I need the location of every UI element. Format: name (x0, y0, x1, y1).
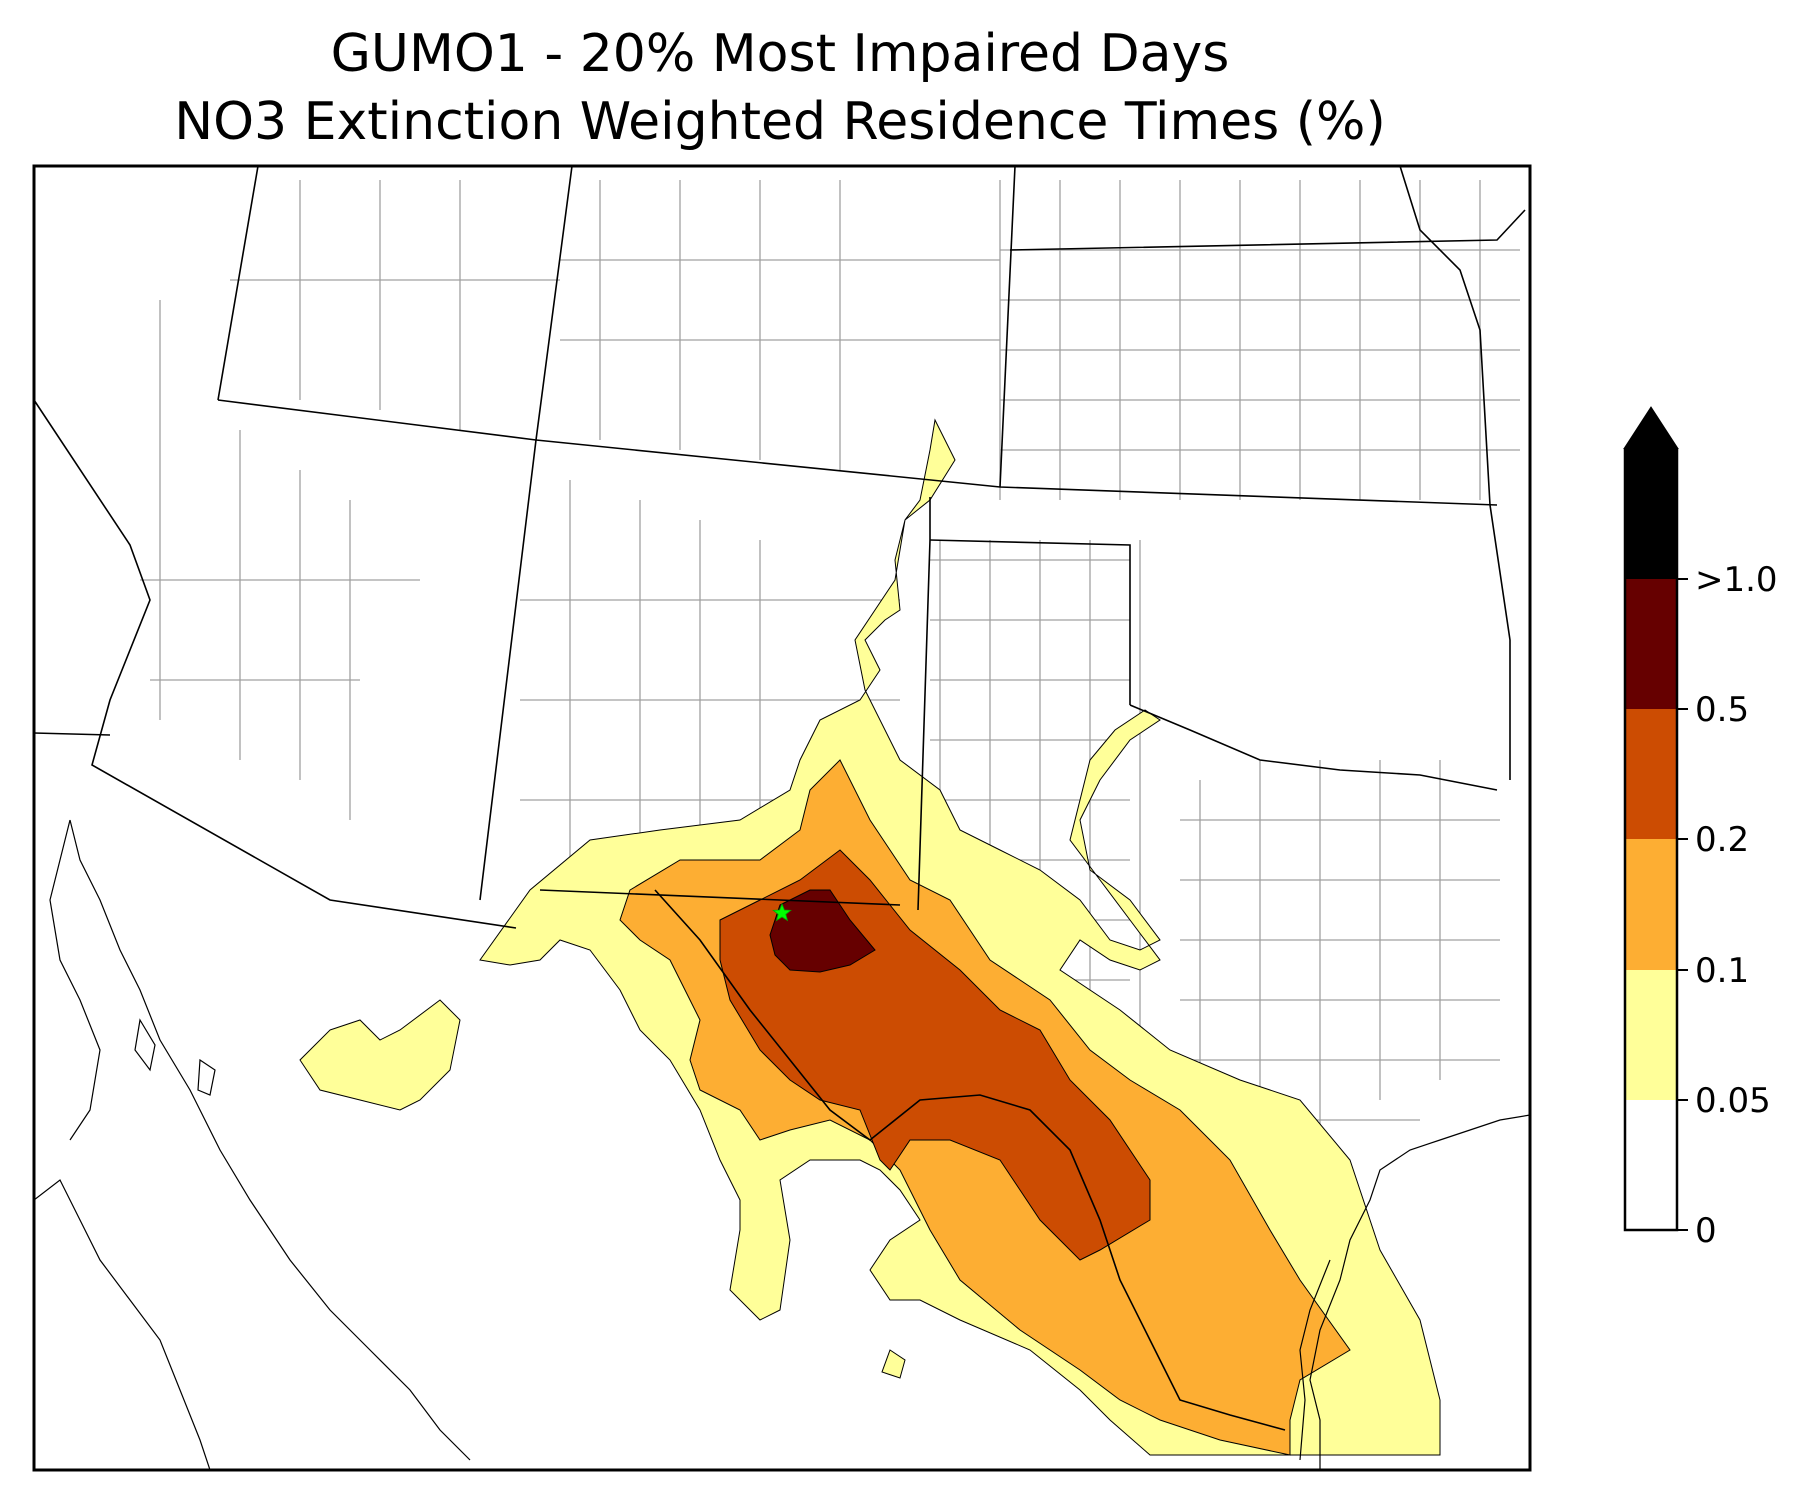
colorbar-swatch-0 (1625, 1100, 1677, 1230)
map-frame (32, 164, 1532, 1472)
colorbar-label-0: 0 (1695, 1211, 1717, 1251)
colorbar-extend-arrow-icon (1623, 406, 1679, 449)
colorbar-swatch-0.2 (1625, 709, 1677, 839)
contour-0.5 (769, 889, 876, 973)
colorbar: 0 0.05 0.1 0.2 0.5 >1.0 (1623, 406, 1778, 1251)
state-borders (34, 166, 1526, 1431)
colorbar-swatch-gt1 (1625, 448, 1677, 579)
map-title-line2: NO3 Extinction Weighted Residence Times … (174, 92, 1386, 152)
coastline (34, 819, 1530, 1470)
site-marker-star-icon (772, 902, 792, 922)
colorbar-swatch-0.05 (1625, 970, 1677, 1100)
colorbar-swatch-0.5 (1625, 579, 1677, 709)
colorbar-label-0.2: 0.2 (1695, 820, 1749, 860)
map-area (34, 166, 1530, 1470)
colorbar-label-0.5: 0.5 (1695, 690, 1749, 730)
colorbar-label-0.05: 0.05 (1695, 1081, 1771, 1121)
colorbar-swatch-0.1 (1625, 839, 1677, 970)
map-title-line1: GUMO1 - 20% Most Impaired Days (330, 24, 1230, 84)
colorbar-label-gt1: >1.0 (1695, 560, 1778, 600)
colorbar-label-0.1: 0.1 (1695, 951, 1749, 991)
colorbar-ticks (1677, 578, 1688, 1231)
county-borders (140, 180, 1520, 1150)
